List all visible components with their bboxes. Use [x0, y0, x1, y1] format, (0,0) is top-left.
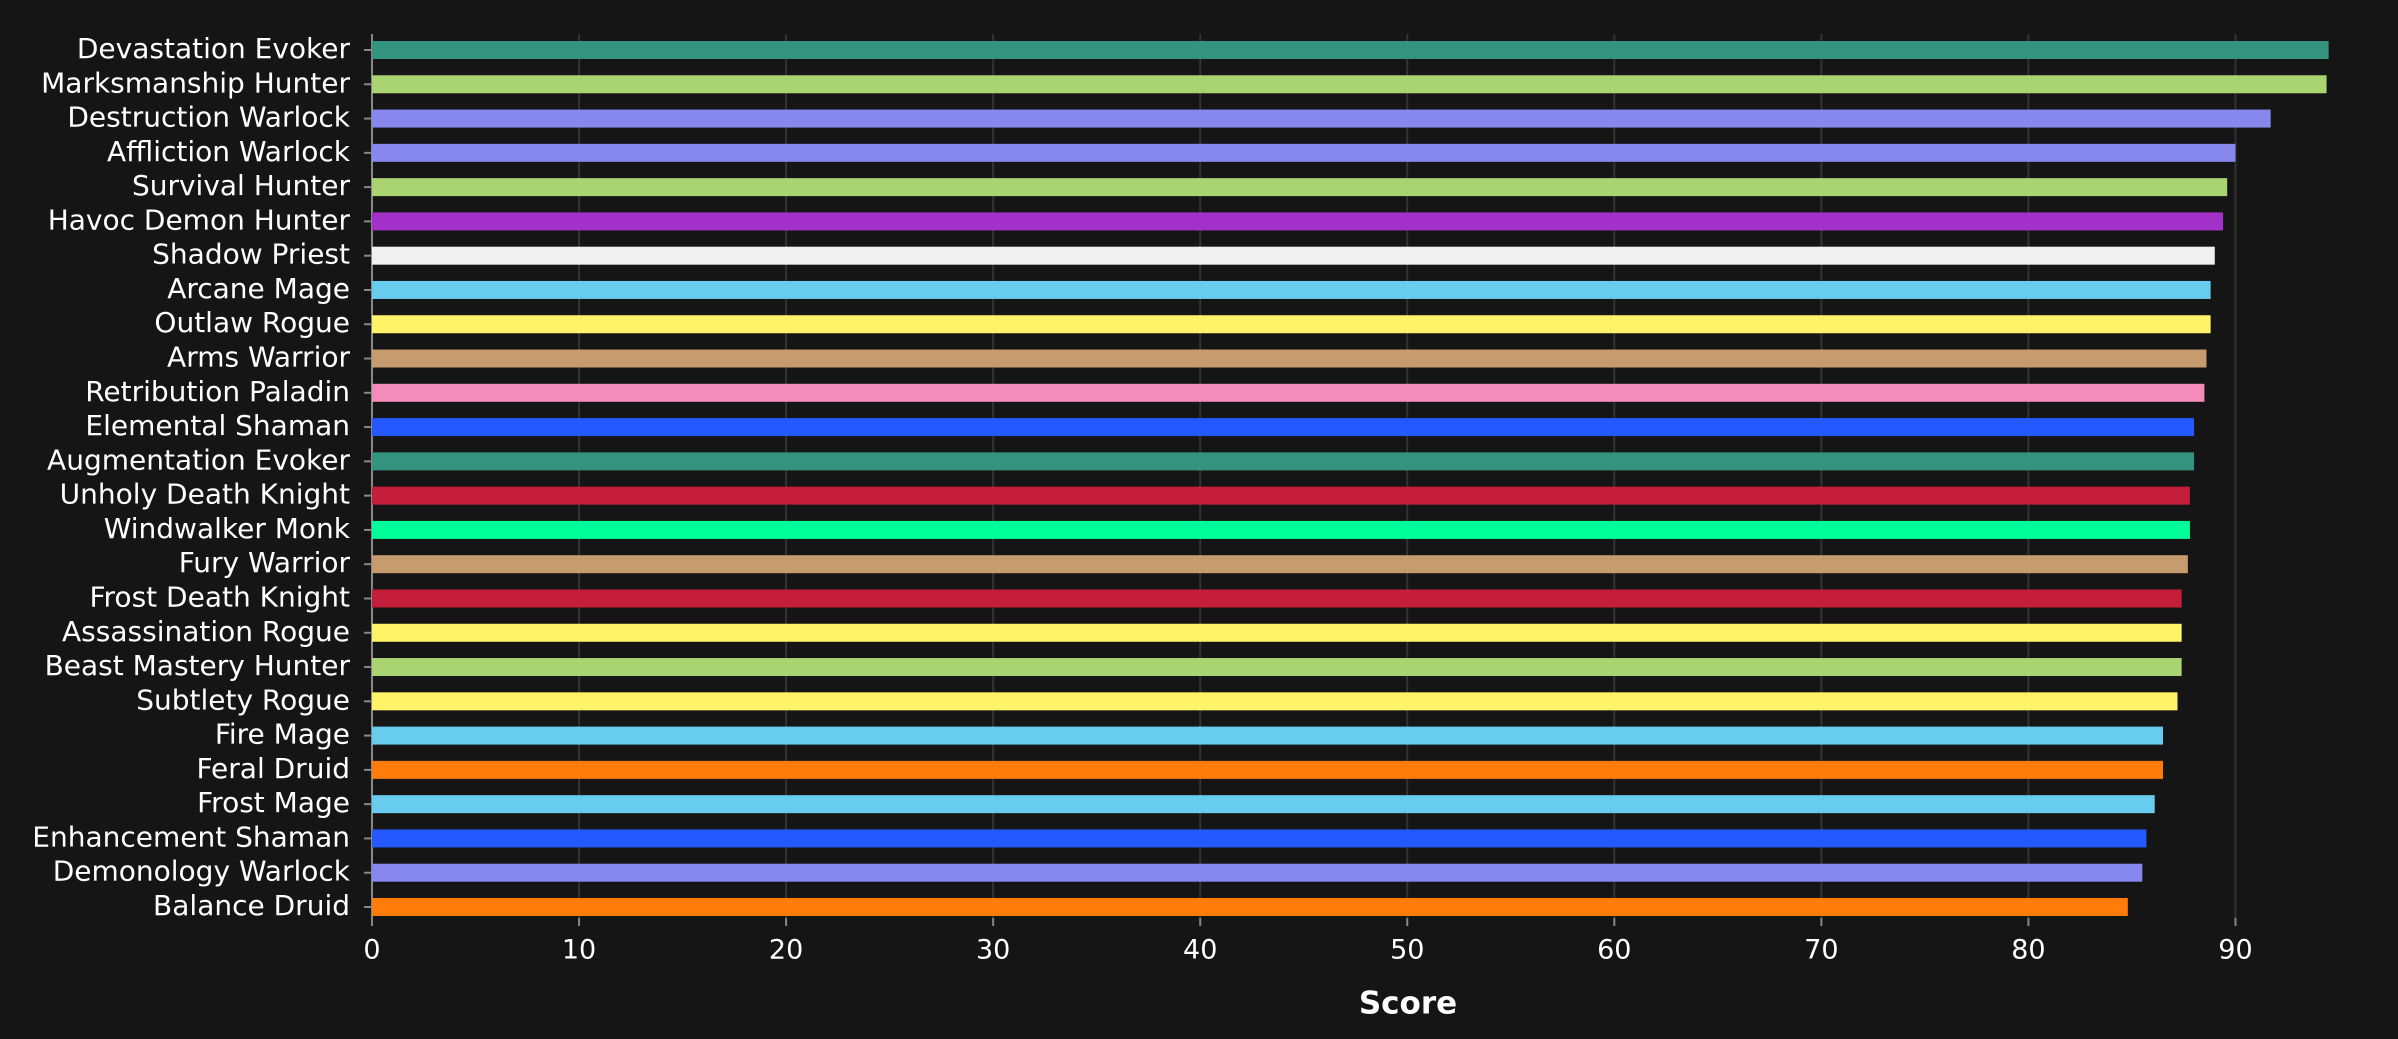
x-tick-label: 60 — [1597, 935, 1631, 966]
y-tick-label: Havoc Demon Hunter — [48, 203, 351, 236]
y-tick-label: Assassination Rogue — [62, 615, 350, 648]
bar — [372, 212, 2224, 231]
bar — [372, 143, 2236, 162]
y-tick-label: Destruction Warlock — [67, 101, 350, 134]
bar — [372, 589, 2182, 608]
y-tick-label: Devastation Evoker — [77, 32, 351, 65]
y-tick-label: Enhancement Shaman — [32, 820, 350, 853]
x-tick-label: 40 — [1183, 935, 1217, 966]
y-tick-label: Affliction Warlock — [107, 135, 351, 168]
bar — [372, 623, 2182, 642]
bar — [372, 829, 2147, 848]
y-tick-label: Unholy Death Knight — [60, 478, 350, 511]
x-tick-label: 20 — [769, 935, 803, 966]
y-tick-label: Fire Mage — [215, 718, 350, 751]
x-tick-label: 90 — [2218, 935, 2252, 966]
bar — [372, 246, 2215, 265]
bar — [372, 315, 2211, 334]
bar — [372, 280, 2211, 299]
y-tick-label: Subtlety Rogue — [136, 683, 350, 716]
bar — [372, 349, 2207, 368]
x-tick-label: 30 — [976, 935, 1010, 966]
bar — [372, 863, 2143, 882]
y-tick-label: Arcane Mage — [167, 272, 350, 305]
x-tick-label: 10 — [562, 935, 596, 966]
bar — [372, 178, 2228, 197]
bar — [372, 520, 2190, 539]
y-tick-label: Windwalker Monk — [104, 512, 351, 545]
bar — [372, 726, 2164, 745]
bar — [372, 452, 2195, 471]
y-tick-label: Balance Druid — [153, 889, 350, 922]
y-tick-label: Feral Druid — [196, 752, 350, 785]
bar — [372, 658, 2182, 677]
bar — [372, 898, 2128, 916]
y-tick-label: Frost Mage — [197, 786, 350, 819]
bar — [372, 41, 2329, 59]
bar — [372, 75, 2327, 94]
y-tick-label: Augmentation Evoker — [47, 443, 350, 476]
bar — [372, 109, 2271, 128]
x-tick-label: 50 — [1390, 935, 1424, 966]
bar — [372, 555, 2188, 574]
y-tick-label: Outlaw Rogue — [154, 306, 350, 339]
y-tick-label: Survival Hunter — [132, 169, 351, 202]
y-tick-label: Elemental Shaman — [85, 409, 350, 442]
bar — [372, 760, 2164, 779]
y-tick-label: Fury Warrior — [179, 546, 351, 579]
x-tick-label: 80 — [2011, 935, 2045, 966]
y-tick-label: Beast Mastery Hunter — [45, 649, 351, 682]
y-tick-label: Arms Warrior — [167, 341, 350, 374]
bar — [372, 486, 2190, 505]
y-tick-label: Marksmanship Hunter — [41, 66, 350, 99]
x-tick-label: 0 — [363, 935, 380, 966]
x-axis-title: Score — [1359, 986, 1457, 1022]
y-tick-label: Demonology Warlock — [53, 855, 351, 888]
bar — [372, 383, 2205, 402]
y-tick-label: Frost Death Knight — [89, 580, 350, 613]
bar — [372, 795, 2155, 814]
bar — [372, 418, 2195, 437]
bar — [372, 692, 2178, 711]
y-tick-label: Retribution Paladin — [85, 375, 350, 408]
x-tick-label: 70 — [1804, 935, 1838, 966]
y-tick-label: Shadow Priest — [152, 238, 350, 271]
